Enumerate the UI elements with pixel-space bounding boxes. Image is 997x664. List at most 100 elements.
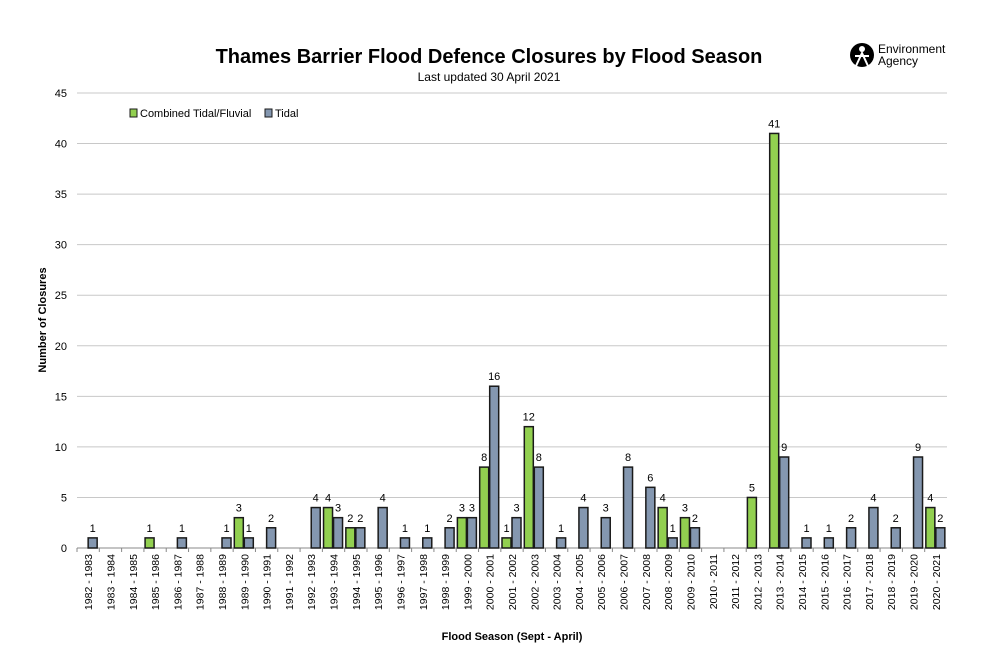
- data-label: 3: [682, 503, 688, 515]
- x-tick-label: 1986 - 1987: [172, 554, 184, 610]
- y-tick-label: 0: [61, 543, 67, 555]
- bar-tidal: [778, 456, 790, 549]
- y-tick-label: 20: [55, 341, 67, 353]
- chart-title: Thames Barrier Flood Defence Closures by…: [216, 46, 763, 68]
- x-tick-label: 1998 - 1999: [440, 554, 452, 610]
- x-tick-label: 2007 - 2008: [641, 554, 653, 610]
- x-tick-label: 2018 - 2019: [886, 554, 898, 610]
- x-tick-label: 1985 - 1986: [150, 554, 162, 610]
- bar-combined: [501, 537, 512, 549]
- x-tick-label: 1999 - 2000: [462, 554, 474, 610]
- data-label: 1: [147, 523, 153, 535]
- x-tick-label: 1990 - 1991: [262, 554, 274, 610]
- x-tick-label: 2013 - 2014: [775, 554, 787, 610]
- data-label: 1: [503, 523, 509, 535]
- bar-tidal: [355, 527, 366, 549]
- data-label: 4: [380, 493, 386, 505]
- bar-tidal: [399, 537, 411, 549]
- bar-tidal: [935, 527, 946, 549]
- bar-tidal: [444, 527, 455, 549]
- x-tick-label: 2003 - 2004: [552, 554, 564, 610]
- data-label: 1: [826, 523, 832, 535]
- data-label: 8: [536, 452, 542, 464]
- data-label: 4: [927, 493, 933, 505]
- data-label: 2: [347, 513, 353, 525]
- x-axis-label: Flood Season (Sept - April): [442, 631, 583, 643]
- x-tick-label: 1991 - 1992: [284, 554, 296, 610]
- bar-tidal: [868, 506, 879, 549]
- data-label: 1: [223, 523, 229, 535]
- data-label: 2: [848, 513, 854, 525]
- x-tick-label: 1992 - 1993: [306, 554, 318, 610]
- data-label: 1: [424, 523, 430, 535]
- bar-tidal: [176, 537, 188, 549]
- data-label: 1: [670, 523, 676, 535]
- data-label: 3: [335, 503, 341, 515]
- bar-tidal: [265, 527, 277, 549]
- y-tick-label: 25: [55, 290, 67, 302]
- chart-subtitle: Last updated 30 April 2021: [418, 70, 561, 84]
- bar-tidal: [377, 506, 388, 549]
- data-label: 3: [469, 503, 475, 515]
- y-tick-label: 15: [55, 391, 67, 403]
- bar-combined: [322, 506, 334, 549]
- x-tick-label: 1983 - 1984: [105, 554, 117, 610]
- x-tick-label: 2004 - 2005: [574, 554, 586, 610]
- data-label: 2: [447, 513, 453, 525]
- x-tick-label: 1989 - 1990: [239, 554, 251, 610]
- legend-swatch: [264, 108, 273, 118]
- bar-combined: [746, 496, 758, 549]
- data-label: 1: [179, 523, 185, 535]
- x-tick-label: 1987 - 1988: [195, 554, 207, 610]
- x-tick-label: 1982 - 1983: [83, 554, 95, 610]
- bar-tidal: [645, 486, 656, 549]
- data-label: 3: [603, 503, 609, 515]
- x-tick-label: 2020 - 2021: [931, 554, 943, 610]
- x-tick-label: 1997 - 1998: [418, 554, 430, 610]
- bar-combined: [679, 516, 691, 549]
- x-tick-label: 2009 - 2010: [685, 554, 697, 610]
- data-label: 8: [625, 452, 631, 464]
- legend-swatch: [129, 108, 138, 118]
- logo-text-line2: Agency: [878, 54, 918, 68]
- x-tick-label: 1996 - 1997: [395, 554, 407, 610]
- x-tick-label: 2019 - 2020: [909, 554, 921, 610]
- bar-tidal: [622, 466, 634, 549]
- bar-tidal: [555, 537, 567, 549]
- data-label: 2: [893, 513, 899, 525]
- bar-tidal: [823, 537, 835, 549]
- environment-agency-logo: Environment Agency: [850, 42, 946, 68]
- bar-tidal: [533, 466, 545, 549]
- x-tick-label: 2011 - 2012: [730, 554, 742, 609]
- bar-tidal: [845, 527, 857, 549]
- data-label: 9: [915, 442, 921, 454]
- legend-label: Tidal: [275, 108, 298, 120]
- bar-tidal: [488, 385, 500, 549]
- y-tick-label: 30: [55, 240, 67, 252]
- data-label: 5: [749, 482, 755, 494]
- data-label: 3: [513, 503, 519, 515]
- y-tick-label: 10: [55, 442, 67, 454]
- bar-tidal: [801, 537, 812, 549]
- bar-tidal: [578, 506, 589, 549]
- y-tick-label: 5: [61, 492, 67, 504]
- data-label: 6: [647, 472, 653, 484]
- bar-combined: [456, 516, 468, 549]
- data-label: 4: [870, 493, 876, 505]
- x-tick-label: 2000 - 2001: [485, 554, 497, 610]
- data-label: 1: [90, 523, 96, 535]
- data-label: 4: [660, 493, 666, 505]
- data-label: 2: [268, 513, 274, 525]
- data-label: 3: [236, 503, 242, 515]
- data-label: 1: [402, 523, 408, 535]
- data-label: 1: [558, 523, 564, 535]
- data-label: 2: [692, 513, 698, 525]
- legend-label: Combined Tidal/Fluvial: [140, 108, 251, 120]
- x-tick-label: 2017 - 2018: [864, 554, 876, 610]
- bar-tidal: [511, 516, 522, 549]
- x-tick-label: 1993 - 1994: [329, 554, 341, 610]
- y-axis-label: Number of Closures: [37, 267, 49, 372]
- bar-tidal: [600, 516, 611, 549]
- bar-combined: [144, 537, 155, 549]
- x-tick-label: 2008 - 2009: [663, 554, 675, 610]
